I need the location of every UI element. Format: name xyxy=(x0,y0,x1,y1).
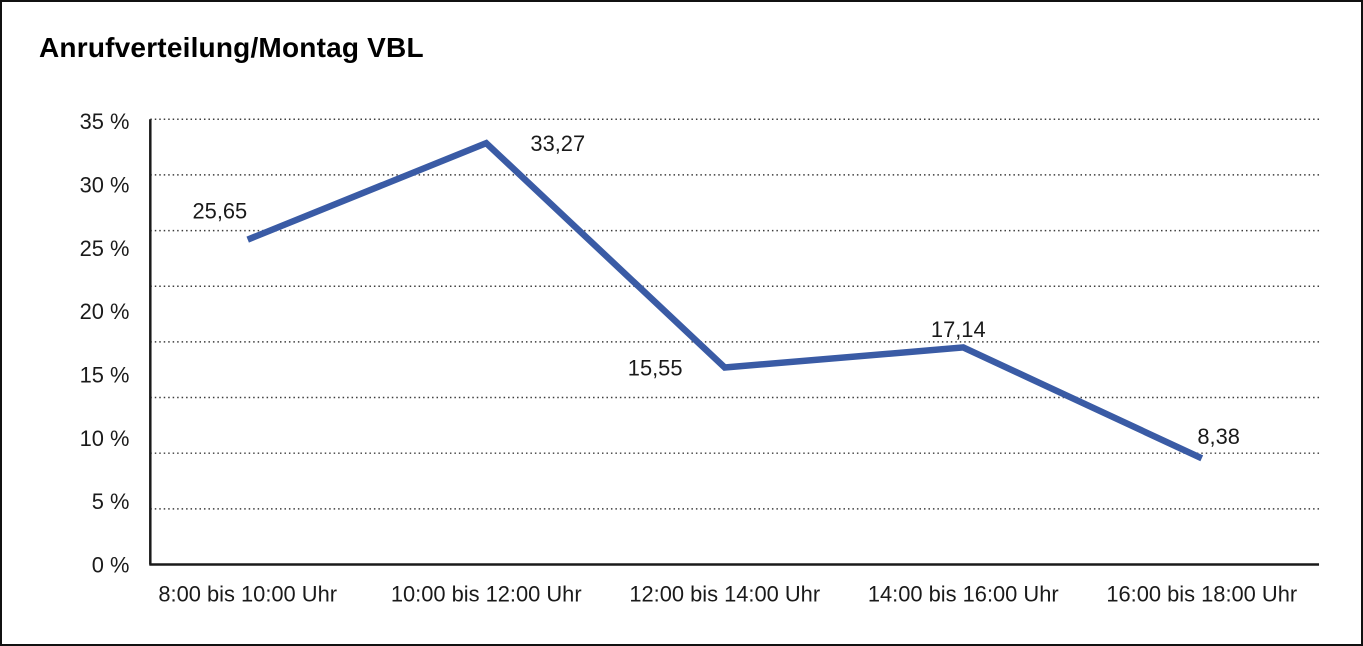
y-tick-label: 5 % xyxy=(92,489,130,514)
x-category-label: 10:00 bis 12:00 Uhr xyxy=(391,581,582,606)
data-value-label: 33,27 xyxy=(530,131,585,156)
y-tick-label: 35 % xyxy=(80,109,130,134)
data-value-label: 8,38 xyxy=(1197,424,1240,449)
data-value-label: 15,55 xyxy=(628,356,683,381)
y-tick-label: 0 % xyxy=(92,552,130,577)
data-series-line xyxy=(246,139,1204,462)
data-value-label: 17,14 xyxy=(931,317,986,342)
y-tick-label: 25 % xyxy=(80,236,130,261)
x-category-label: 16:00 bis 18:00 Uhr xyxy=(1106,581,1297,606)
y-tick-label: 20 % xyxy=(80,299,130,324)
y-tick-label: 15 % xyxy=(80,362,130,387)
data-value-label: 25,65 xyxy=(193,199,248,224)
x-category-label: 12:00 bis 14:00 Uhr xyxy=(629,581,820,606)
x-category-label: 8:00 bis 10:00 Uhr xyxy=(158,581,337,606)
y-tick-label: 30 % xyxy=(80,173,130,198)
chart-title: Anrufverteilung/Montag VBL xyxy=(39,32,424,63)
y-tick-label: 10 % xyxy=(80,426,130,451)
x-category-label: 14:00 bis 16:00 Uhr xyxy=(868,581,1059,606)
